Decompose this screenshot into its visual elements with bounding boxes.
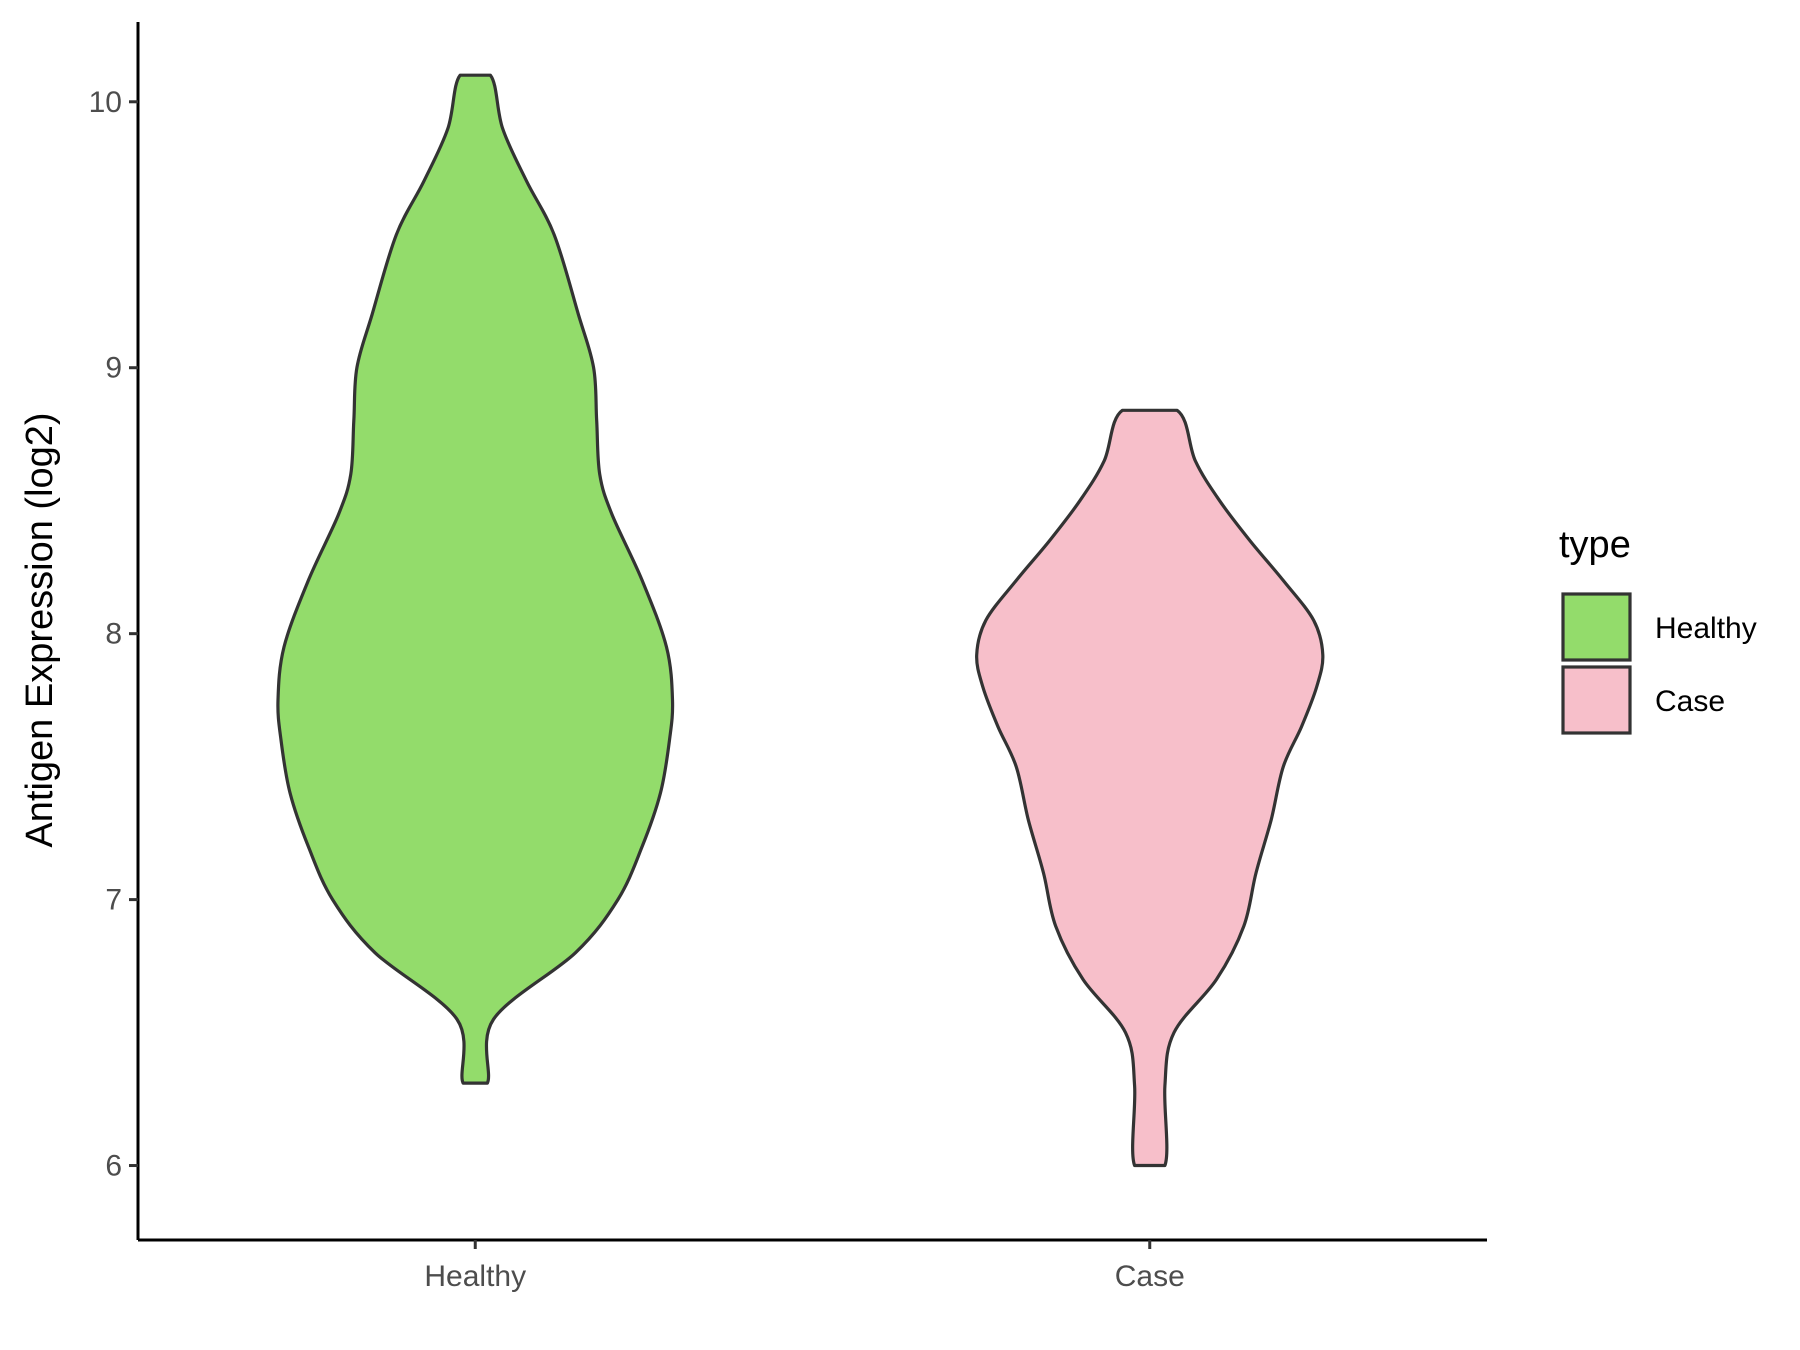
y-tick-label: 7 bbox=[105, 884, 122, 917]
legend-key-healthy bbox=[1561, 592, 1632, 662]
legend-items: Healthy Case bbox=[1561, 592, 1757, 735]
y-tick-label: 8 bbox=[105, 618, 122, 651]
legend-title: type bbox=[1559, 524, 1631, 566]
legend-label: Healthy bbox=[1655, 612, 1757, 645]
x-axis-ticks: Healthy Case bbox=[424, 1240, 1185, 1293]
x-tick-label: Healthy bbox=[424, 1260, 526, 1293]
x-tick-label: Case bbox=[1115, 1260, 1185, 1293]
violin-case bbox=[975, 408, 1325, 1168]
y-tick-label: 6 bbox=[105, 1150, 122, 1183]
legend-label: Case bbox=[1655, 685, 1725, 718]
y-axis-title: Antigen Expression (log2) bbox=[19, 412, 61, 847]
legend: type Healthy Case bbox=[1559, 524, 1757, 735]
violin-healthy bbox=[276, 73, 675, 1085]
y-axis-ticks: 6 7 8 9 10 bbox=[89, 86, 138, 1183]
y-tick-label: 9 bbox=[105, 352, 122, 385]
legend-key-case bbox=[1561, 665, 1632, 735]
violin-layer bbox=[276, 73, 1325, 1168]
y-tick-label: 10 bbox=[89, 86, 122, 119]
axes: 6 7 8 9 10 Healthy Case bbox=[89, 22, 1487, 1293]
